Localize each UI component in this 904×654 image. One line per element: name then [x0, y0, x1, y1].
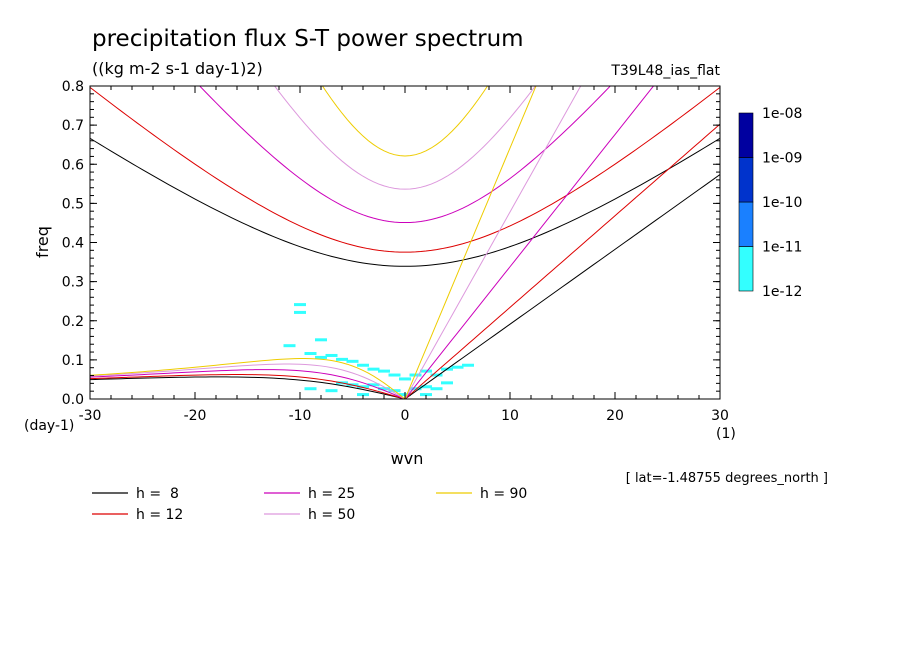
rossby-wave-curve: [90, 363, 406, 399]
colorbar: 1e-12 1e-11 1e-10 1e-09 1e-08: [738, 106, 802, 300]
colorbar-segment: [738, 201, 754, 247]
spectral-patch: [294, 303, 306, 307]
y-tick-label: 0.1: [62, 353, 84, 369]
y-tick-label: 0.4: [62, 236, 84, 252]
legend-label: h = 25: [308, 486, 355, 502]
x-tick-label: -10: [289, 408, 312, 424]
inertia-gravity-curve: [321, 86, 489, 157]
rossby-wave-curve: [90, 374, 406, 399]
inertia-gravity-curve: [199, 86, 611, 224]
rossby-wave-curve: [90, 369, 406, 399]
spectral-patch: [304, 387, 317, 391]
inertia-gravity-curve: [90, 86, 720, 253]
legend-label: h = 90: [480, 486, 527, 502]
legend-label: h = 8: [136, 486, 179, 502]
spectral-patch: [441, 381, 453, 385]
spectral-patch: [357, 363, 369, 367]
spectral-patch: [451, 365, 464, 369]
y-tick-label: 0.8: [62, 79, 84, 95]
latitude-note: [ lat=-1.48755 degrees_north ]: [626, 471, 828, 486]
spectral-patch: [462, 363, 474, 367]
legend-label: h = 12: [136, 507, 183, 523]
x-axis-label: wvn: [391, 449, 424, 468]
inertia-gravity-curve: [90, 137, 720, 267]
spectral-patch: [367, 367, 380, 371]
colorbar-label: 1e-08: [762, 106, 802, 122]
colorbar-label: 1e-12: [762, 284, 802, 300]
colorbar-segment: [738, 112, 754, 158]
colorbar-label: 1e-09: [762, 151, 802, 167]
x-tick-label: 0: [401, 408, 410, 424]
spectral-patch: [315, 338, 327, 342]
rossby-wave-curve: [90, 376, 406, 399]
kelvin-wave-curve: [404, 174, 720, 399]
y-tick-label: 0.3: [62, 275, 84, 291]
kelvin-wave-curve: [404, 86, 655, 399]
spectral-patches: [283, 303, 474, 397]
rossby-wave-curve: [90, 357, 406, 399]
kelvin-wave-curve: [404, 86, 582, 399]
x-tick-label: -30: [79, 408, 102, 424]
kelvin-wave-curve: [404, 123, 720, 399]
spectral-patch: [430, 387, 443, 391]
x-tick-label: -20: [184, 408, 207, 424]
colorbar-label: 1e-11: [762, 240, 802, 256]
spectral-patch: [315, 355, 327, 359]
spectral-patch: [420, 393, 432, 397]
spectral-patch: [304, 352, 317, 356]
spectral-patch: [336, 357, 348, 361]
colorbar-segment: [738, 157, 754, 203]
y-tick-label: 0.0: [62, 392, 84, 408]
experiment-label: T39L48_ias_flat: [610, 63, 720, 79]
spectral-patch: [430, 373, 443, 377]
x-tick-label: 10: [501, 408, 519, 424]
spectral-patch: [346, 359, 359, 363]
y-tick-label: 0.2: [62, 314, 84, 330]
chart-title: precipitation flux S-T power spectrum: [92, 26, 524, 52]
legend: h = 8 h = 12 h = 25 h = 50 h = 90: [92, 486, 527, 523]
spectral-patch: [294, 310, 306, 314]
y-tick-label: 0.6: [62, 157, 84, 173]
axes: -30 -20 -10 0 10 20 30 0.0 0.1 0.2 0.3 0.4 0.5 0.6 0.7…: [62, 79, 729, 424]
kelvin-wave-curve: [404, 86, 537, 399]
spectral-patch: [367, 383, 380, 387]
colorbar-label: 1e-10: [762, 195, 802, 211]
x-axis-unit: (1): [716, 426, 736, 442]
spectral-patch: [357, 393, 369, 397]
colorbar-segment: [738, 246, 754, 292]
y-axis-label: freq: [33, 226, 52, 258]
spectral-patch: [325, 389, 338, 393]
spectral-patch: [420, 385, 432, 389]
legend-label: h = 50: [308, 507, 355, 523]
spectral-patch: [357, 385, 369, 389]
spectral-patch: [325, 353, 338, 357]
spectral-patch: [409, 387, 422, 391]
y-axis-unit: (day-1): [24, 418, 74, 434]
spectral-patch: [283, 344, 296, 348]
spectral-patch: [420, 369, 432, 373]
spectral-patch: [399, 377, 411, 381]
y-tick-label: 0.7: [62, 118, 84, 134]
x-tick-label: 20: [606, 408, 624, 424]
spectral-patch: [388, 373, 401, 377]
y-tick-label: 0.5: [62, 196, 84, 212]
x-tick-label: 30: [711, 408, 729, 424]
chart-units: ((kg m-2 s-1 day-1)2): [92, 59, 263, 78]
spectral-patch: [378, 369, 390, 373]
spectral-patch: [378, 387, 390, 391]
dispersion-curves: [90, 86, 720, 399]
inertia-gravity-curve: [273, 86, 537, 190]
